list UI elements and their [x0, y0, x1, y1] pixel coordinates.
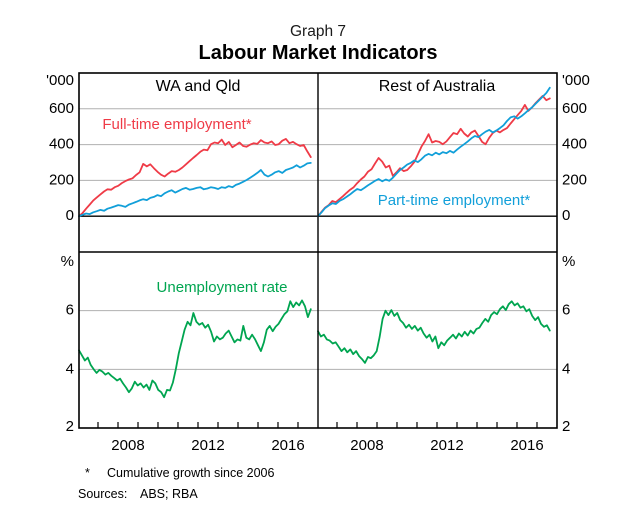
x-label-2008: 2008: [350, 437, 383, 454]
panel-title-wa-qld: WA and Qld: [155, 78, 241, 95]
line-wa-qld-employment-part_time: [78, 161, 312, 218]
graph-title: Labour Market Indicators: [198, 42, 438, 64]
footnote-text: Cumulative growth since 2006: [107, 466, 275, 480]
y-tick-label-2-right: 2: [562, 418, 570, 435]
x-label-2012: 2012: [430, 437, 463, 454]
y-tick-label-600-right: 600: [562, 100, 587, 117]
x-label-2008: 2008: [111, 437, 144, 454]
series-label-unemployment-rate: Unemployment rate: [156, 279, 288, 296]
sources-text: ABS; RBA: [140, 487, 198, 501]
line-wa-qld-employment-full_time: [78, 137, 312, 218]
y-tick-label-200-left: 200: [49, 171, 74, 188]
x-label-2012: 2012: [191, 437, 224, 454]
y-tick-label-0-left: 0: [66, 207, 74, 224]
series-label-part-time-employment: Part-time employment*: [377, 192, 531, 209]
sources-label: Sources:: [78, 487, 128, 501]
y-tick-label-2-left: 2: [66, 418, 74, 435]
y-axis-unit-right-row1: %: [562, 253, 575, 270]
y-tick-label-200-right: 200: [562, 171, 587, 188]
y-tick-label-0-right: 0: [562, 207, 570, 224]
line-rest-of-australia-employment-full_time: [317, 95, 551, 218]
graph-number: Graph 7: [289, 23, 347, 40]
y-axis-unit-left-row1: %: [61, 253, 74, 270]
y-tick-label-4-right: 4: [562, 360, 570, 377]
line-rest-of-australia-employment-part_time: [317, 86, 551, 218]
line-wa-qld-unemployment-unemployment: [78, 299, 312, 399]
x-label-2016: 2016: [271, 437, 304, 454]
y-axis-unit-left-row0: '000: [46, 72, 74, 89]
footnote-marker: *: [85, 466, 90, 480]
panel-title-rest-of-australia: Rest of Australia: [378, 78, 496, 95]
y-tick-label-6-right: 6: [562, 302, 570, 319]
y-tick-label-400-right: 400: [562, 136, 587, 153]
y-tick-label-600-left: 600: [49, 100, 74, 117]
x-label-2016: 2016: [510, 437, 543, 454]
series-label-full-time-employment: Full-time employment*: [102, 116, 252, 133]
line-rest-of-australia-unemployment-unemployment: [317, 300, 551, 364]
y-tick-label-4-left: 4: [66, 360, 74, 377]
y-tick-label-400-left: 400: [49, 136, 74, 153]
y-tick-label-6-left: 6: [66, 302, 74, 319]
y-axis-unit-right-row0: '000: [562, 72, 590, 89]
